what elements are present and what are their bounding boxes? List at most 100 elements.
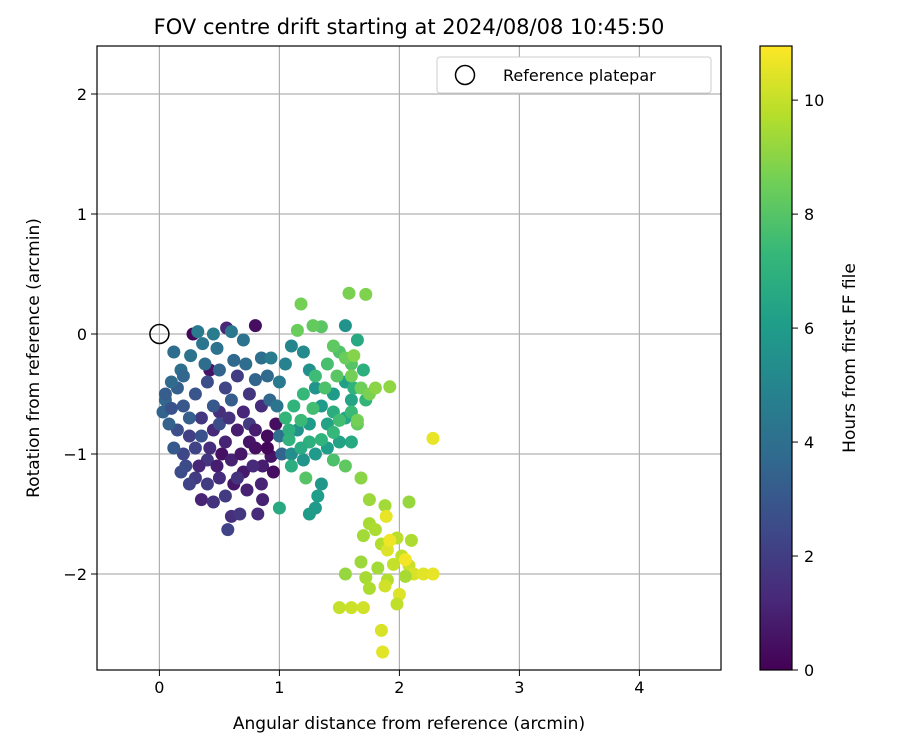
scatter-point <box>212 471 226 485</box>
scatter-point <box>330 369 344 383</box>
scatter-point <box>354 555 368 569</box>
scatter-point <box>182 411 196 425</box>
scatter-points <box>156 286 440 659</box>
scatter-point <box>402 495 416 509</box>
scatter-point <box>239 357 253 371</box>
reference-platepar-marker <box>149 323 170 345</box>
scatter-point <box>308 381 322 395</box>
scatter-point <box>191 325 205 339</box>
scatter-point <box>236 405 250 419</box>
scatter-point <box>347 349 361 363</box>
scatter-point <box>332 435 346 449</box>
scatter-point <box>200 375 214 389</box>
chart-title: FOV centre drift starting at 2024/08/08 … <box>154 15 665 39</box>
scatter-point <box>218 435 232 449</box>
legend-marker-reference <box>454 64 476 86</box>
scatter-point <box>416 567 430 581</box>
axis-ticks: 0 1 2 3 4 −2 −1 0 1 2 <box>63 85 644 697</box>
legend-box <box>436 56 712 94</box>
scatter-point <box>230 471 244 485</box>
scatter-point <box>200 477 214 491</box>
scatter-point <box>299 471 313 485</box>
scatter-point <box>233 507 247 521</box>
scatter-point <box>234 447 248 461</box>
scatter-point <box>359 571 373 585</box>
scatter-point <box>362 581 376 595</box>
scatter-point <box>248 441 262 455</box>
scatter-point <box>344 393 358 407</box>
scatter-point <box>338 567 352 581</box>
scatter-point <box>282 423 296 437</box>
colorbar-gradient <box>759 45 793 671</box>
scatter-point <box>251 507 265 521</box>
scatter-point <box>404 533 418 547</box>
scatter-point <box>230 423 244 437</box>
scatter-point <box>386 557 400 571</box>
scatter-point <box>296 387 310 401</box>
scatter-point <box>308 447 322 461</box>
scatter-point <box>314 477 328 491</box>
scatter-point <box>176 369 190 383</box>
scatter-point <box>236 333 250 347</box>
scatter-point <box>270 399 284 413</box>
x-tick-label: 4 <box>634 678 644 697</box>
scatter-point <box>278 357 292 371</box>
scatter-point <box>182 429 196 443</box>
scatter-point <box>254 477 268 491</box>
scatter-point <box>326 339 340 353</box>
scatter-point <box>338 459 352 473</box>
scatter-point <box>269 417 283 431</box>
scatter-point <box>227 353 241 367</box>
scatter-point <box>192 459 206 473</box>
scatter-point <box>344 435 358 449</box>
scatter-point <box>306 319 320 333</box>
scatter-point <box>256 459 270 473</box>
scatter-point <box>294 413 308 427</box>
scatter-point <box>224 453 238 467</box>
scatter-point <box>284 447 298 461</box>
scatter-point <box>326 425 340 439</box>
scatter-point <box>206 327 220 341</box>
scatter-point <box>260 441 274 455</box>
scatter-point <box>302 507 316 521</box>
scatter-point <box>230 369 244 383</box>
scatter-point <box>356 529 370 543</box>
scatter-point <box>362 493 376 507</box>
scatter-point <box>350 333 364 347</box>
scatter-point <box>350 413 364 427</box>
scatter-point <box>368 523 382 537</box>
scatter-point <box>242 387 256 401</box>
scatter-point <box>356 363 370 377</box>
y-tick-label: 1 <box>77 205 87 224</box>
scatter-point <box>248 373 262 387</box>
scatter-point <box>383 380 397 394</box>
scatter-point <box>194 411 208 425</box>
scatter-point <box>212 363 226 377</box>
scatter-point <box>260 429 274 443</box>
scatter-point <box>248 423 262 437</box>
colorbar-tick-label: 10 <box>804 91 824 110</box>
scatter-point <box>272 501 286 515</box>
scatter-point <box>287 399 301 413</box>
scatter-point <box>248 319 262 333</box>
scatter-point <box>188 387 202 401</box>
scatter-point <box>164 401 178 415</box>
scatter-point <box>206 399 220 413</box>
scatter-point <box>254 351 268 365</box>
scatter-point <box>246 459 260 473</box>
scatter-point <box>390 597 404 611</box>
scatter-point <box>167 345 181 359</box>
scatter-point <box>198 357 212 371</box>
scatter-point <box>272 375 286 389</box>
scatter-point <box>218 489 232 503</box>
scatter-point <box>162 417 176 431</box>
colorbar-tick-label: 6 <box>804 319 814 338</box>
scatter-point <box>206 495 220 509</box>
scatter-point <box>194 429 208 443</box>
scatter-point <box>176 447 190 461</box>
scatter-point <box>356 601 370 615</box>
scatter-point <box>266 465 280 479</box>
scatter-point <box>264 351 278 365</box>
